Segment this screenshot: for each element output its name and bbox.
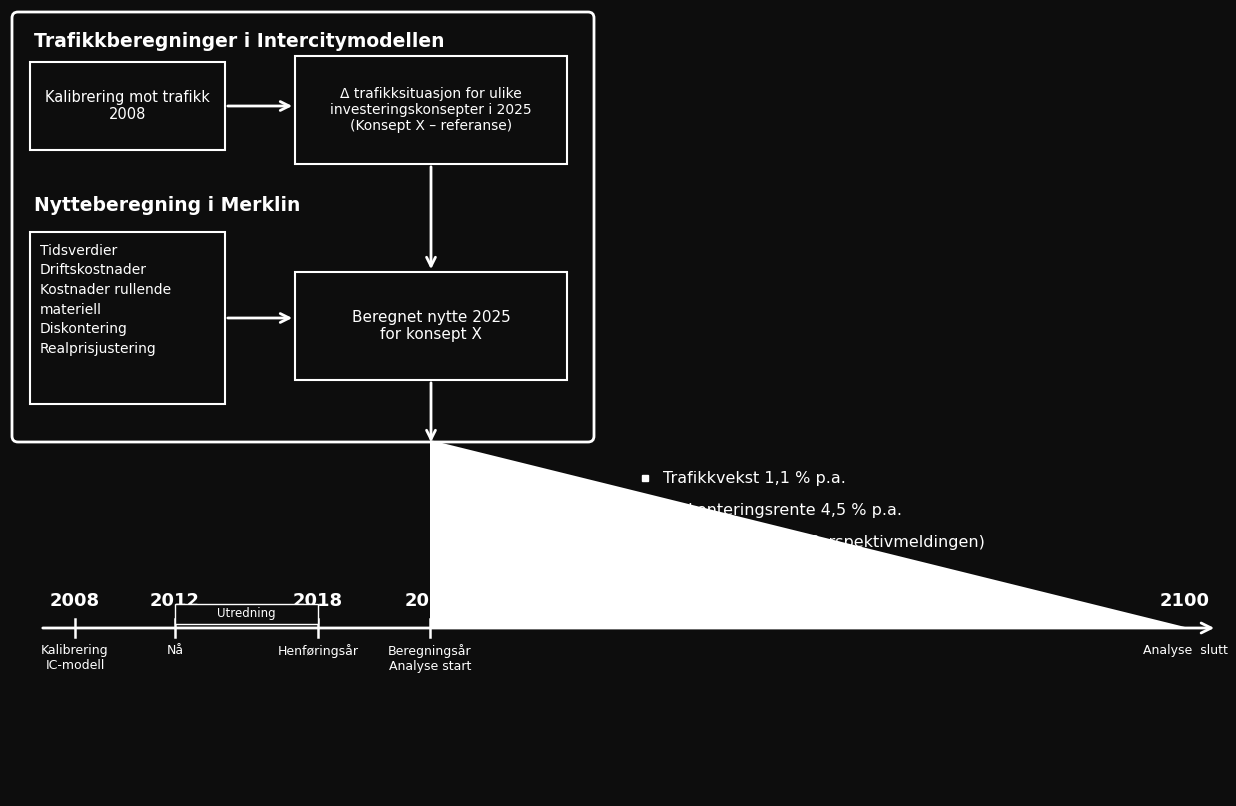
- Bar: [30, 232, 225, 404]
- Text: Tidsverdier
Driftskostnader
Kostnader rullende
materiell
Diskontering
Realprisju: Tidsverdier Driftskostnader Kostnader ru…: [40, 244, 171, 355]
- Text: 2018: 2018: [293, 592, 344, 610]
- Text: Beregnet nytte 2025
for konsept X: Beregnet nytte 2025 for konsept X: [351, 310, 510, 343]
- Text: Nytteberegning i Merklin: Nytteberegning i Merklin: [35, 196, 300, 215]
- Text: 2012: 2012: [150, 592, 200, 610]
- Bar: [176, 604, 318, 624]
- Bar: [295, 56, 567, 164]
- Text: Utredning: Utredning: [218, 608, 276, 621]
- Text: Nå: Nå: [167, 644, 184, 657]
- Bar: [30, 62, 225, 150]
- Text: 2100: 2100: [1161, 592, 1210, 610]
- Text: Analyse  slutt: Analyse slutt: [1142, 644, 1227, 657]
- Text: Trafikkvekst 1,1 % p.a.: Trafikkvekst 1,1 % p.a.: [662, 471, 845, 485]
- Text: Kalibrering
IC-modell: Kalibrering IC-modell: [41, 644, 109, 672]
- Text: Realprisjustering (Perspektivmeldingen): Realprisjustering (Perspektivmeldingen): [662, 534, 985, 550]
- Bar: [295, 272, 567, 380]
- Text: 75 års analyseperiode: 75 års analyseperiode: [723, 586, 957, 608]
- Text: Δ trafikksituasjon for ulike
investeringskonsepter i 2025
(Konsept X – referanse: Δ trafikksituasjon for ulike investering…: [330, 87, 531, 133]
- Text: Trafikkberegninger i Intercitymodellen: Trafikkberegninger i Intercitymodellen: [35, 32, 445, 51]
- Polygon shape: [430, 440, 1185, 628]
- Text: Beregningsår
Analyse start: Beregningsår Analyse start: [388, 644, 472, 673]
- Text: Diskonteringsrente 4,5 % p.a.: Diskonteringsrente 4,5 % p.a.: [662, 502, 902, 517]
- Text: Kalibrering mot trafikk
2008: Kalibrering mot trafikk 2008: [44, 89, 210, 123]
- FancyBboxPatch shape: [12, 12, 595, 442]
- Text: 2025: 2025: [405, 592, 455, 610]
- Text: 2008: 2008: [49, 592, 100, 610]
- Text: Henføringsår: Henføringsår: [278, 644, 358, 658]
